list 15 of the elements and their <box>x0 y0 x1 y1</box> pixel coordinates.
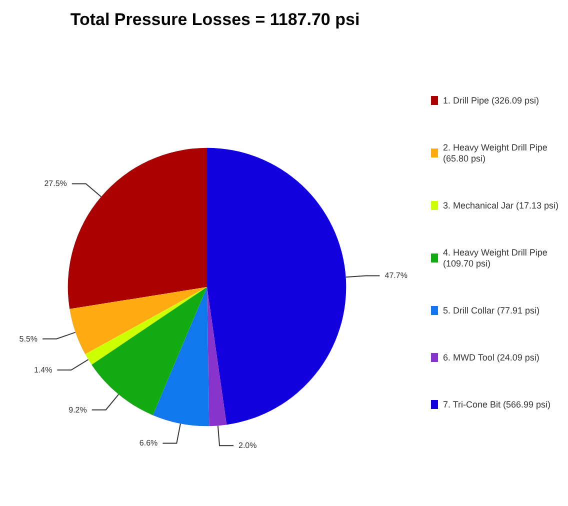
legend-label: 2. Heavy Weight Drill Pipe (65.80 psi) <box>443 142 550 164</box>
data-label: 6.6% <box>139 438 158 448</box>
chart-title: Total Pressure Losses = 1187.70 psi <box>70 10 360 29</box>
legend-label: 3. Mechanical Jar (17.13 psi) <box>443 200 559 210</box>
legend-label: 5. Drill Collar (77.91 psi) <box>443 306 540 316</box>
data-label: 47.7% <box>384 271 408 280</box>
data-label: 5.5% <box>19 334 38 344</box>
data-label: 27.5% <box>44 179 67 188</box>
data-label: 9.2% <box>68 405 87 414</box>
data-label: 2.0% <box>238 441 257 450</box>
legend-label: 6. MWD Tool (24.09 psi) <box>443 352 540 362</box>
legend-label: 4. Heavy Weight Drill Pipe (109.70 psi) <box>443 248 550 268</box>
legend-label: 7. Tri-Cone Bit (566.99 psi) <box>443 400 551 410</box>
legend-label: 1. Drill Pipe (326.09 psi) <box>443 96 540 106</box>
data-label: 1.4% <box>34 366 52 375</box>
